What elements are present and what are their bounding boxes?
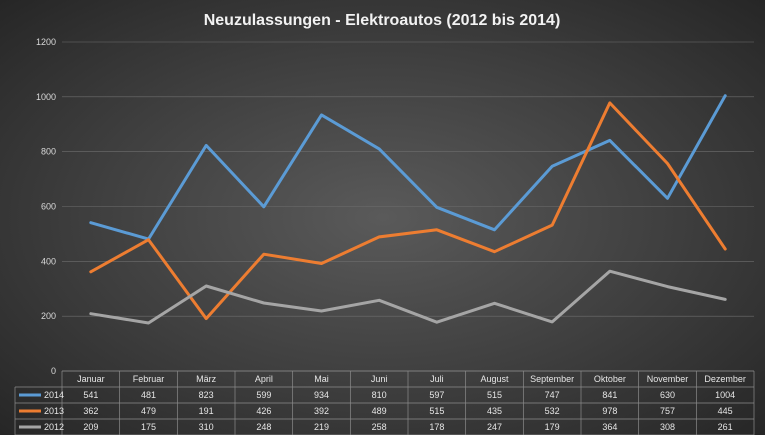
data-label: 209 (83, 422, 98, 432)
x-tick-label: November (647, 374, 689, 384)
data-label: 179 (545, 422, 560, 432)
data-label: 757 (660, 406, 675, 416)
data-label: 532 (545, 406, 560, 416)
data-label: 258 (372, 422, 387, 432)
x-tick-label: Januar (77, 374, 105, 384)
legend-label-2012: 2012 (44, 422, 64, 432)
series-line-2012 (89, 269, 727, 325)
data-label: 247 (487, 422, 502, 432)
x-tick-label: Dezember (704, 374, 746, 384)
data-label: 599 (256, 390, 271, 400)
data-label: 747 (545, 390, 560, 400)
data-label: 479 (141, 406, 156, 416)
data-label: 541 (83, 390, 98, 400)
data-label: 489 (372, 406, 387, 416)
y-tick-label: 200 (41, 311, 56, 321)
y-tick-label: 800 (41, 147, 56, 157)
series-line-2014 (89, 94, 727, 241)
data-label: 515 (487, 390, 502, 400)
data-label: 823 (199, 390, 214, 400)
legend-label-2013: 2013 (44, 406, 64, 416)
data-table: Januar Februar März April Mai Juni Juli August S… (14, 370, 755, 435)
data-label: 934 (314, 390, 329, 400)
x-tick-label: Juni (371, 374, 388, 384)
data-label: 978 (602, 406, 617, 416)
data-label: 435 (487, 406, 502, 416)
data-label: 248 (256, 422, 271, 432)
x-tick-label: August (480, 374, 509, 384)
data-label: 597 (429, 390, 444, 400)
series-line-2013 (89, 101, 727, 321)
y-tick-label: 0 (51, 366, 56, 376)
x-tick-label: Mai (314, 374, 329, 384)
data-label: 810 (372, 390, 387, 400)
data-label: 362 (83, 406, 98, 416)
data-label: 261 (718, 422, 733, 432)
data-label: 481 (141, 390, 156, 400)
x-tick-label: Februar (133, 374, 165, 384)
data-label: 308 (660, 422, 675, 432)
data-label: 219 (314, 422, 329, 432)
y-tick-label: 1000 (36, 92, 56, 102)
x-tick-label: Juli (430, 374, 444, 384)
chart-title: Neuzulassungen - Elektroautos (2012 bis … (204, 12, 561, 29)
data-label: 191 (199, 406, 214, 416)
data-label: 364 (602, 422, 617, 432)
data-label: 175 (141, 422, 156, 432)
data-label: 841 (602, 390, 617, 400)
y-tick-label: 1200 (36, 37, 56, 47)
x-tick-label: März (196, 374, 216, 384)
gridlines (62, 41, 754, 372)
data-label: 310 (199, 422, 214, 432)
y-tick-label: 600 (41, 202, 56, 212)
data-label: 426 (256, 406, 271, 416)
y-axis-ticks: 0 200 400 600 800 1000 1200 (36, 37, 56, 376)
series-lines (89, 94, 727, 325)
data-label: 178 (429, 422, 444, 432)
data-label: 392 (314, 406, 329, 416)
data-label: 445 (718, 406, 733, 416)
y-tick-label: 400 (41, 256, 56, 266)
x-tick-label: Oktober (594, 374, 626, 384)
data-label: 515 (429, 406, 444, 416)
x-tick-label: April (255, 374, 273, 384)
x-tick-label: September (530, 374, 574, 384)
legend-label-2014: 2014 (44, 390, 64, 400)
data-label: 1004 (715, 390, 735, 400)
data-label: 630 (660, 390, 675, 400)
